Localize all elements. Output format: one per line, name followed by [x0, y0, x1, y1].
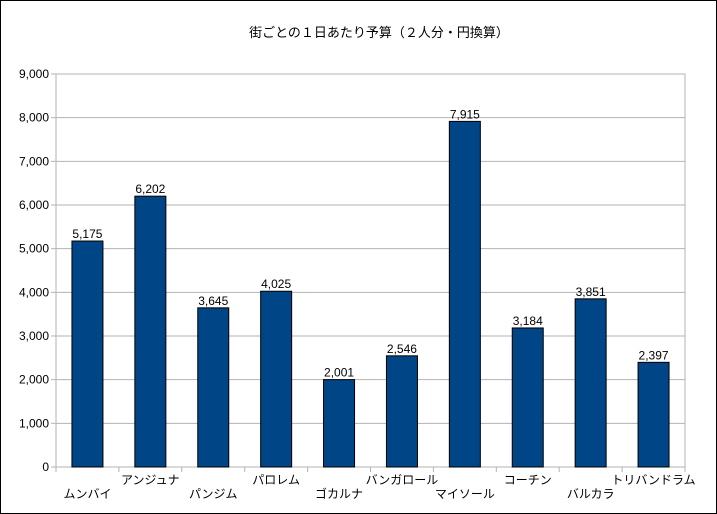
bar [260, 290, 293, 468]
category-label: バンガロール [366, 473, 439, 487]
y-tick-label: 8,000 [19, 111, 49, 125]
data-label: 2,001 [324, 366, 354, 380]
data-label: 2,397 [639, 348, 669, 362]
bar [71, 240, 104, 468]
bar [448, 120, 481, 468]
y-tick-label: 1,000 [19, 416, 49, 430]
y-tick-label: 4,000 [19, 285, 49, 299]
y-tick-label: 5,000 [19, 242, 49, 256]
y-tick-label: 3,000 [19, 329, 49, 343]
category-label: コーチン [504, 473, 552, 487]
bars: 5,175 6,202 3,645 4,025 2,001 2,546 7,915 3,184… [71, 107, 670, 468]
data-label: 6,202 [135, 182, 165, 196]
chart-title: 街ごとの１日あたり予算（２人分・円換算） [249, 25, 509, 41]
data-label: 4,025 [261, 277, 291, 291]
category-label: パンジム [189, 487, 238, 501]
y-tick-label: 6,000 [19, 198, 49, 212]
data-label: 3,645 [198, 294, 228, 308]
category-label: ゴカルナ [315, 486, 363, 501]
y-axis: 0 1,000 2,000 3,000 4,000 5,000 6,000 7,000 8,00… [19, 67, 56, 474]
bar [511, 327, 544, 468]
category-label: トリバンドラム [611, 473, 695, 487]
data-label: 5,175 [72, 227, 102, 241]
y-tick-label: 9,000 [19, 67, 49, 81]
bar [574, 298, 607, 468]
y-tick-label: 2,000 [19, 373, 49, 387]
bar [323, 379, 356, 468]
category-label: パロレム [252, 473, 300, 487]
y-tick-label: 0 [42, 460, 49, 474]
bar [385, 355, 418, 468]
category-label: アンジュナ [121, 473, 180, 487]
data-label: 2,546 [387, 342, 417, 356]
y-tick-label: 7,000 [19, 154, 49, 168]
x-axis: ムンバイアンジュナパンジムパロレムゴカルナバンガロールマイソールコーチンバルカラ… [55, 467, 696, 501]
category-label: バルカラ [567, 487, 615, 501]
bar [637, 361, 670, 468]
bar [197, 307, 230, 468]
data-label: 3,184 [513, 314, 543, 328]
data-label: 3,851 [576, 285, 606, 299]
category-label: マイソール [435, 487, 495, 501]
category-label: ムンバイ [63, 487, 111, 501]
data-label: 7,915 [450, 107, 480, 121]
bar [134, 195, 167, 468]
